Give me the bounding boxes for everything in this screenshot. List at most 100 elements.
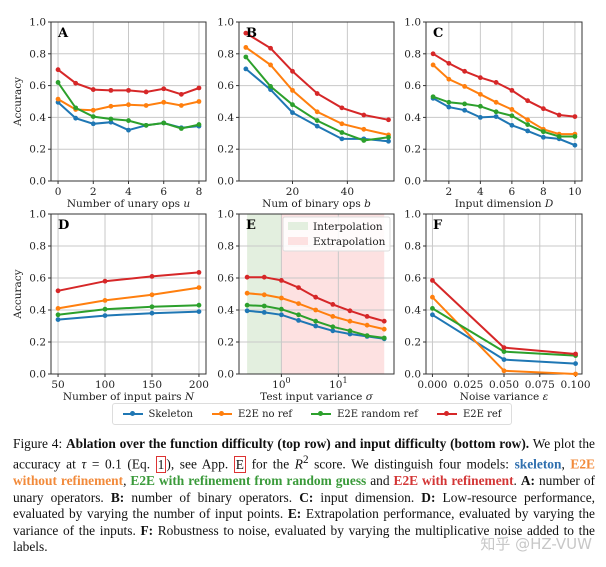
xtick-base: 150 xyxy=(142,379,162,391)
data-point xyxy=(386,138,391,144)
data-point xyxy=(268,45,273,51)
caption-segment: number of unary operators. xyxy=(13,473,596,505)
ytick-label: 0.6 xyxy=(217,273,234,285)
data-point xyxy=(509,113,515,119)
ytick-label: 0.2 xyxy=(29,337,46,349)
panel-a: 0.0 0.2 0.4 0.6 0.8 1.0 0 2 4 6 8 A Number of unary … xyxy=(12,17,207,210)
data-point xyxy=(55,317,61,322)
xtick-label: 8 xyxy=(540,186,547,198)
data-point xyxy=(509,87,515,93)
xtick-label: 200 xyxy=(189,379,209,391)
series-e2e-ref xyxy=(430,51,578,120)
data-point xyxy=(290,68,295,74)
series-e2e-random-ref xyxy=(55,80,202,131)
data-point xyxy=(339,136,345,142)
series-e2e-no-ref xyxy=(243,45,391,138)
ytick-label: 0.4 xyxy=(404,305,421,317)
series-line xyxy=(57,304,200,316)
data-point xyxy=(178,103,184,108)
data-point xyxy=(364,322,370,328)
caption-segment: and xyxy=(366,473,394,489)
legend-swatch xyxy=(311,411,332,416)
data-point xyxy=(108,116,114,122)
series-line xyxy=(432,52,576,118)
panel-d: 0.0 0.2 0.4 0.6 0.8 1.0 50 100 150 200 D Number of … xyxy=(12,209,209,403)
panel-label: D xyxy=(58,218,69,233)
x-axis-label: Number of unary ops u xyxy=(67,198,191,210)
legend-item: E2E random ref xyxy=(311,409,418,420)
caption-segment: . xyxy=(513,473,521,489)
data-point xyxy=(501,349,507,354)
x-axis-variable: D xyxy=(544,198,554,210)
data-point xyxy=(430,51,436,57)
panel-label: F xyxy=(433,218,443,233)
data-point xyxy=(493,114,499,120)
data-point xyxy=(55,312,61,318)
data-point xyxy=(178,126,184,131)
data-point xyxy=(102,306,108,312)
data-point xyxy=(477,91,483,97)
data-point xyxy=(446,60,452,66)
data-point xyxy=(243,54,249,60)
xtick-label: 0.050 xyxy=(489,379,519,391)
x-axis-label-text: Input dimension xyxy=(455,198,545,210)
data-point xyxy=(525,98,531,104)
caption-segment: number of binary operators. xyxy=(124,489,300,505)
figure-caption: Figure 4: Ablation over the function dif… xyxy=(13,436,595,555)
xtick-label: 4 xyxy=(125,186,132,198)
data-point xyxy=(244,290,250,296)
xtick-label: 0.075 xyxy=(525,379,555,391)
series-e2e-random-ref xyxy=(243,54,391,143)
caption-segment: We plot the accuracy at xyxy=(13,436,595,472)
xtick-label: 101 xyxy=(329,376,347,391)
xtick-label: 0 xyxy=(55,186,62,198)
xtick-base: 4 xyxy=(477,186,484,198)
data-point xyxy=(55,306,61,311)
data-point xyxy=(525,122,531,127)
ytick-label: 0.4 xyxy=(29,112,46,124)
xtick-base: 6 xyxy=(509,186,516,198)
reference-link[interactable]: 1 xyxy=(155,455,167,473)
ytick-label: 1.0 xyxy=(217,17,234,29)
data-point xyxy=(381,318,387,324)
ytick-label: 0.2 xyxy=(217,144,234,156)
reference-link[interactable]: E xyxy=(233,455,246,473)
data-point xyxy=(90,87,96,92)
data-point xyxy=(55,288,61,294)
caption-segment: τ xyxy=(81,456,87,472)
data-point xyxy=(314,109,320,115)
data-point xyxy=(279,278,284,283)
data-point xyxy=(462,101,468,107)
data-point xyxy=(296,318,301,323)
caption-segment: input dimension. xyxy=(313,489,422,505)
panel-f: 0.0 0.2 0.4 0.6 0.8 1.0 0.000 0.025 0.050 0.075 0.… xyxy=(404,209,590,403)
data-point xyxy=(572,134,578,139)
data-point xyxy=(477,75,483,81)
ytick-label: 0.0 xyxy=(404,176,421,188)
series-e2e-random-ref xyxy=(55,302,202,318)
caption-segment: , xyxy=(123,473,131,489)
data-point xyxy=(290,102,295,108)
xtick-label: 2 xyxy=(446,186,453,198)
xtick-base: 10 xyxy=(329,379,342,391)
ytick-label: 1.0 xyxy=(29,17,46,29)
caption-segment: Low-resource performance, evaluated by v… xyxy=(13,489,595,522)
region-swatch xyxy=(288,237,308,245)
ytick-label: 0.8 xyxy=(217,48,234,60)
legend-item: Skeleton xyxy=(122,409,193,420)
xtick-base: 0.100 xyxy=(561,379,591,391)
data-point xyxy=(446,76,452,82)
data-point xyxy=(143,103,149,108)
series-e2e-no-ref xyxy=(55,285,202,311)
data-point xyxy=(556,134,562,139)
xtick-base: 10 xyxy=(272,379,285,391)
data-point xyxy=(196,270,202,275)
x-axis-variable: σ xyxy=(366,391,374,402)
data-point xyxy=(330,324,336,330)
data-point xyxy=(540,129,546,135)
data-point xyxy=(143,89,149,95)
data-point xyxy=(73,80,79,86)
ytick-label: 0.8 xyxy=(404,48,421,60)
ytick-label: 1.0 xyxy=(29,209,46,221)
xtick-base: 6 xyxy=(160,186,167,198)
